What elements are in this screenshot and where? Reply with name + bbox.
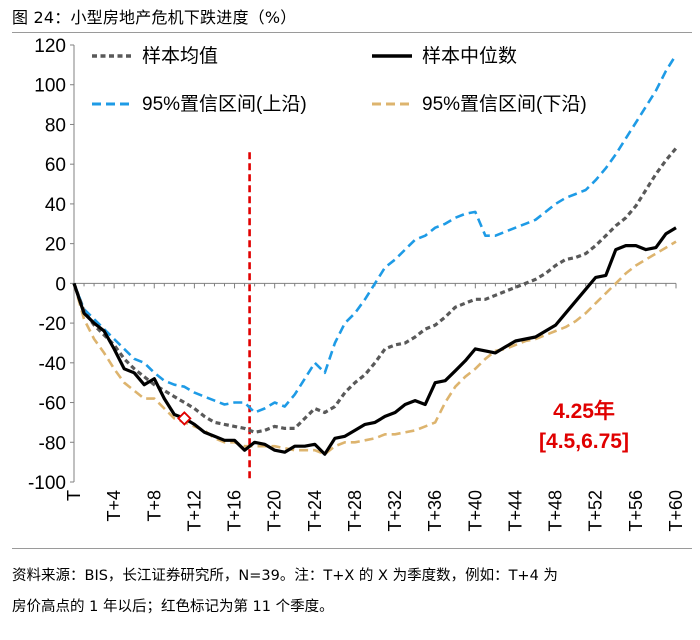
x-tick-label: T+60 bbox=[666, 490, 686, 532]
footnote-divider bbox=[12, 548, 692, 549]
line-chart: -100 -80 -60 -40 -20 0 20 40 60 80 100 120 T T+4 T+8 T… bbox=[28, 36, 686, 532]
footnote-note: 房价高点的 1 年以后；红色标记为第 11 个季度。 bbox=[12, 599, 334, 615]
x-tick-label: T+56 bbox=[626, 490, 646, 532]
y-axis: -100 -80 -60 -40 -20 0 20 40 60 80 100 120 bbox=[28, 36, 75, 494]
legend-label: 95%置信区间(下沿) bbox=[422, 93, 587, 115]
x-tick-label: T+8 bbox=[144, 490, 164, 522]
y-tick-label: 40 bbox=[45, 195, 66, 216]
series-layer bbox=[72, 54, 678, 456]
figure-title: 图 24：小型房地产危机下跌进度（%） bbox=[12, 8, 297, 27]
y-tick-label: -40 bbox=[39, 354, 66, 375]
y-tick-label: 60 bbox=[45, 155, 66, 176]
y-tick-label: -20 bbox=[39, 314, 66, 335]
x-tick-label: T+32 bbox=[385, 490, 405, 532]
legend-label: 样本中位数 bbox=[422, 45, 517, 67]
x-tick-label: T+28 bbox=[345, 490, 365, 532]
x-tick-label: T bbox=[64, 490, 84, 501]
y-tick-label: -80 bbox=[39, 433, 66, 454]
series-line bbox=[72, 147, 678, 434]
legend-label: 95%置信区间(上沿) bbox=[142, 93, 307, 115]
legend: 样本均值 样本中位数 95%置信区间(上沿) 95%置信区间(下沿) bbox=[92, 45, 587, 115]
y-tick-label: -100 bbox=[28, 473, 66, 494]
highlight-layer bbox=[177, 411, 192, 426]
highlight-point-marker bbox=[177, 411, 192, 426]
x-tick-label: T+24 bbox=[305, 490, 325, 532]
x-tick-label: T+12 bbox=[184, 490, 204, 532]
title-divider bbox=[12, 32, 692, 33]
x-tick-label: T+44 bbox=[505, 490, 525, 532]
x-tick-label: T+16 bbox=[225, 490, 245, 532]
series-line bbox=[72, 54, 678, 414]
annotation-layer: 4.25年 [4.5,6.75] bbox=[539, 399, 629, 453]
duration-annotation: 4.25年 bbox=[553, 399, 615, 423]
x-tick-label: T+52 bbox=[586, 490, 606, 532]
x-tick-label: T+20 bbox=[265, 490, 285, 532]
footnote-source: 资料来源：BIS，长江证券研究所，N=39。注：T+X 的 X 为季度数，例如：… bbox=[12, 568, 558, 584]
x-tick-label: T+48 bbox=[546, 490, 566, 532]
y-tick-label: 120 bbox=[34, 36, 66, 57]
duration-range-annotation: [4.5,6.75] bbox=[539, 430, 629, 453]
legend-label: 样本均值 bbox=[142, 45, 218, 67]
x-tick-label: T+36 bbox=[425, 490, 445, 532]
y-tick-label: -60 bbox=[39, 394, 66, 415]
y-tick-label: 20 bbox=[45, 235, 66, 256]
y-tick-label: 100 bbox=[34, 76, 66, 97]
x-tick-label: T+40 bbox=[465, 490, 485, 532]
x-tick-label: T+4 bbox=[104, 490, 124, 522]
series-line bbox=[72, 240, 677, 456]
y-tick-label: 0 bbox=[55, 274, 66, 295]
y-tick-label: 80 bbox=[45, 115, 66, 136]
series-line bbox=[72, 226, 677, 456]
